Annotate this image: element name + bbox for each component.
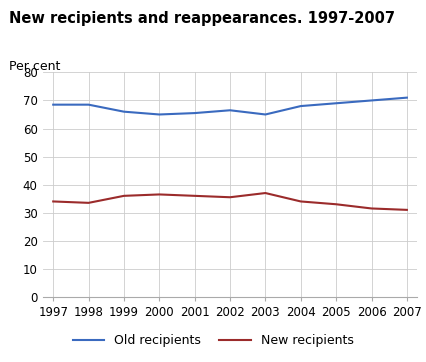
- New recipients: [121, 194, 127, 198]
- Old recipients: [227, 108, 233, 113]
- New recipients: [86, 201, 91, 205]
- New recipients: [227, 195, 233, 199]
- New recipients: [334, 202, 339, 206]
- Text: Per cent: Per cent: [9, 60, 60, 73]
- Old recipients: [121, 109, 127, 114]
- Line: Old recipients: Old recipients: [53, 98, 407, 114]
- Old recipients: [404, 96, 409, 100]
- New recipients: [404, 208, 409, 212]
- Old recipients: [192, 111, 197, 115]
- New recipients: [192, 194, 197, 198]
- New recipients: [51, 199, 56, 203]
- Old recipients: [298, 104, 303, 108]
- New recipients: [263, 191, 268, 195]
- Old recipients: [369, 98, 374, 103]
- Legend: Old recipients, New recipients: Old recipients, New recipients: [67, 329, 359, 352]
- Old recipients: [86, 102, 91, 107]
- New recipients: [369, 206, 374, 211]
- Old recipients: [157, 112, 162, 117]
- Text: New recipients and reappearances. 1997-2007: New recipients and reappearances. 1997-2…: [9, 11, 394, 26]
- Old recipients: [334, 101, 339, 105]
- Old recipients: [263, 112, 268, 117]
- New recipients: [298, 199, 303, 203]
- New recipients: [157, 192, 162, 197]
- Old recipients: [51, 102, 56, 107]
- Line: New recipients: New recipients: [53, 193, 407, 210]
